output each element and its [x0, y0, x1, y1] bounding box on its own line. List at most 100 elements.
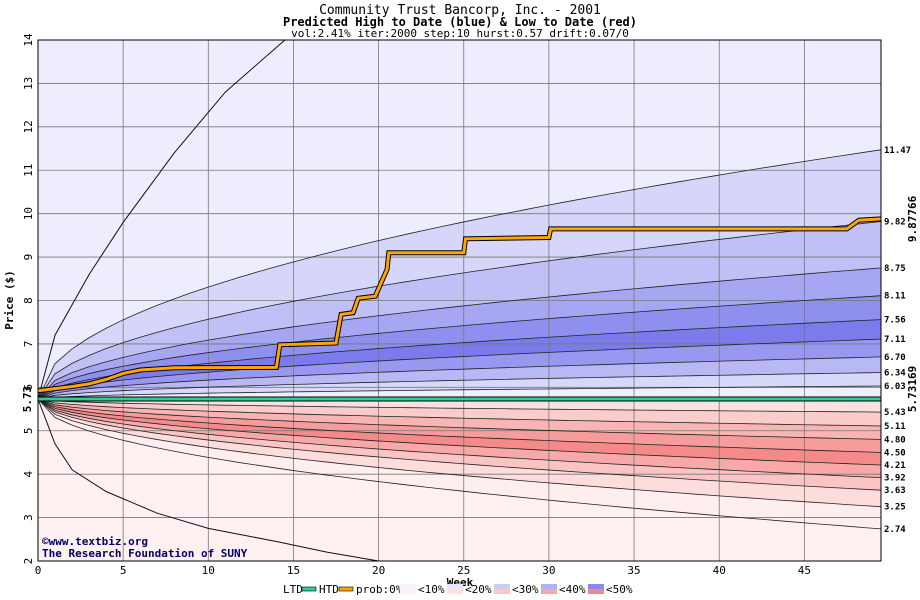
- low-band-4: [38, 399, 881, 465]
- low-band-end-label: 4.21: [884, 461, 906, 471]
- legend-htd-label: HTD: [319, 583, 339, 596]
- legend-band-swatch-low: [494, 589, 510, 594]
- legend-band-swatch-low: [541, 589, 557, 594]
- x-tick-label: 35: [627, 564, 640, 577]
- high-band-end-label: 7.11: [884, 335, 906, 345]
- low-band-2: [38, 399, 881, 440]
- high-percentile-line: [37, 267, 882, 400]
- x-tick-label: 0: [35, 564, 42, 577]
- legend-band-swatch-high: [588, 584, 604, 589]
- low-percentile-line: [37, 398, 882, 508]
- high-band-5: [38, 319, 881, 400]
- high-band-outer: [38, 40, 881, 400]
- htd-line: [37, 217, 882, 393]
- y-tick-label: 5: [22, 427, 35, 434]
- legend-prob-prefix: prob:0%: [356, 583, 403, 596]
- high-percentile-line: [37, 372, 882, 400]
- chart-subtitle: Predicted High to Date (blue) & Low to D…: [283, 15, 637, 29]
- high-band-end-label: 11.47: [884, 146, 911, 156]
- low-band-end-label: 5.11: [884, 422, 906, 432]
- x-tick-label: 5: [120, 564, 127, 577]
- x-tick-label: 40: [713, 564, 726, 577]
- legend-band-swatch-low: [447, 589, 463, 594]
- low-band-end-label: 3.92: [884, 474, 906, 484]
- low-percentile-line: [37, 398, 882, 530]
- legend: LTD HTD prob:0% <10% <20% <30% <40% <50%: [283, 583, 633, 596]
- x-tick-label: 20: [372, 564, 385, 577]
- y-tick-label: 8: [22, 297, 35, 304]
- legend-band-swatch-high: [447, 584, 463, 589]
- low-percentile-line: [37, 398, 882, 427]
- low-band-7: [38, 399, 881, 507]
- x-tick-label: 15: [287, 564, 300, 577]
- ltd-final-value: 5.73169: [906, 366, 919, 412]
- high-band-end-label: 6.70: [884, 353, 906, 363]
- y-axis-title: Price ($): [3, 270, 16, 330]
- high-percentile-line: [37, 356, 882, 400]
- legend-band-swatch-high: [494, 584, 510, 589]
- low-percentile-line: [37, 398, 882, 478]
- low-percentile-line: [37, 398, 882, 413]
- x-tick-label: 25: [457, 564, 470, 577]
- low-band-5: [38, 399, 881, 478]
- low-percentile-line: [37, 398, 882, 453]
- chart-title: Community Trust Bancorp, Inc. - 2001: [319, 3, 601, 18]
- high-band-end-label: 7.56: [884, 316, 906, 326]
- low-band-end-label: 3.25: [884, 503, 906, 513]
- y-tick-label: 10: [22, 207, 35, 220]
- high-percentile-line: [37, 149, 882, 400]
- high-percentile-line: [37, 295, 882, 400]
- x-tick-label: 30: [542, 564, 555, 577]
- y-tick-label: 3: [22, 514, 35, 521]
- low-percentile-line: [37, 398, 882, 466]
- high-band-end-label: 8.75: [884, 264, 906, 274]
- y-tick-label: 7: [22, 341, 35, 348]
- low-band-end-label: 4.50: [884, 448, 906, 458]
- legend-band-label: <20%: [465, 583, 492, 596]
- low-band-end-label: 3.63: [884, 486, 906, 496]
- high-band-7: [38, 356, 881, 400]
- legend-band-swatch-high: [400, 584, 416, 589]
- legend-band-label: <40%: [559, 583, 586, 596]
- y-tick-label: 12: [22, 120, 35, 133]
- low-band-end-label: 5.43: [884, 408, 906, 418]
- high-band-inner: [38, 386, 881, 400]
- x-tick-label: 45: [798, 564, 811, 577]
- x-tick-label: 10: [202, 564, 215, 577]
- high-percentile-line: [37, 221, 882, 400]
- legend-ltd-swatch: [301, 586, 317, 592]
- y-tick-label: 13: [22, 77, 35, 90]
- legend-band-label: <30%: [512, 583, 539, 596]
- chart-parameters: vol:2.41% iter:2000 step:10 hurst:0.57 d…: [291, 27, 629, 40]
- y-tick-label: 14: [22, 33, 35, 47]
- low-percentile-line: [37, 398, 882, 440]
- low-band-outer: [38, 399, 881, 561]
- legend-ltd-label: LTD: [283, 583, 303, 596]
- low-band-8: [38, 399, 881, 529]
- y-tick-label: 4: [22, 470, 35, 477]
- y-tick-label: 6: [22, 384, 35, 391]
- high-band-end-label: 6.34: [884, 369, 906, 379]
- extreme-low-curve: [37, 398, 379, 562]
- high-band-end-label: 8.11: [884, 292, 906, 302]
- legend-band-label: <10%: [418, 583, 445, 596]
- start-price-label: 5.73: [21, 386, 34, 413]
- high-band-end-label: 6.03: [884, 382, 906, 392]
- high-band-2: [38, 221, 881, 400]
- low-band-inner: [38, 399, 881, 413]
- legend-band-swatch-high: [541, 584, 557, 589]
- high-band-end-label: 9.82: [884, 217, 906, 227]
- y-tick-label: 2: [22, 558, 35, 565]
- credit-line-2: The Research Foundation of SUNY: [42, 547, 248, 560]
- credit-line-1: ©www.textbiz.org: [42, 535, 148, 548]
- high-band-1: [38, 149, 881, 400]
- legend-htd-swatch: [338, 586, 354, 592]
- high-band-4: [38, 295, 881, 400]
- htd-final-value: 9.87766: [906, 195, 919, 242]
- low-percentile-line: [37, 398, 882, 491]
- y-tick-label: 11: [22, 164, 35, 177]
- legend-band-swatch-low: [588, 589, 604, 594]
- low-band-end-label: 4.80: [884, 435, 906, 445]
